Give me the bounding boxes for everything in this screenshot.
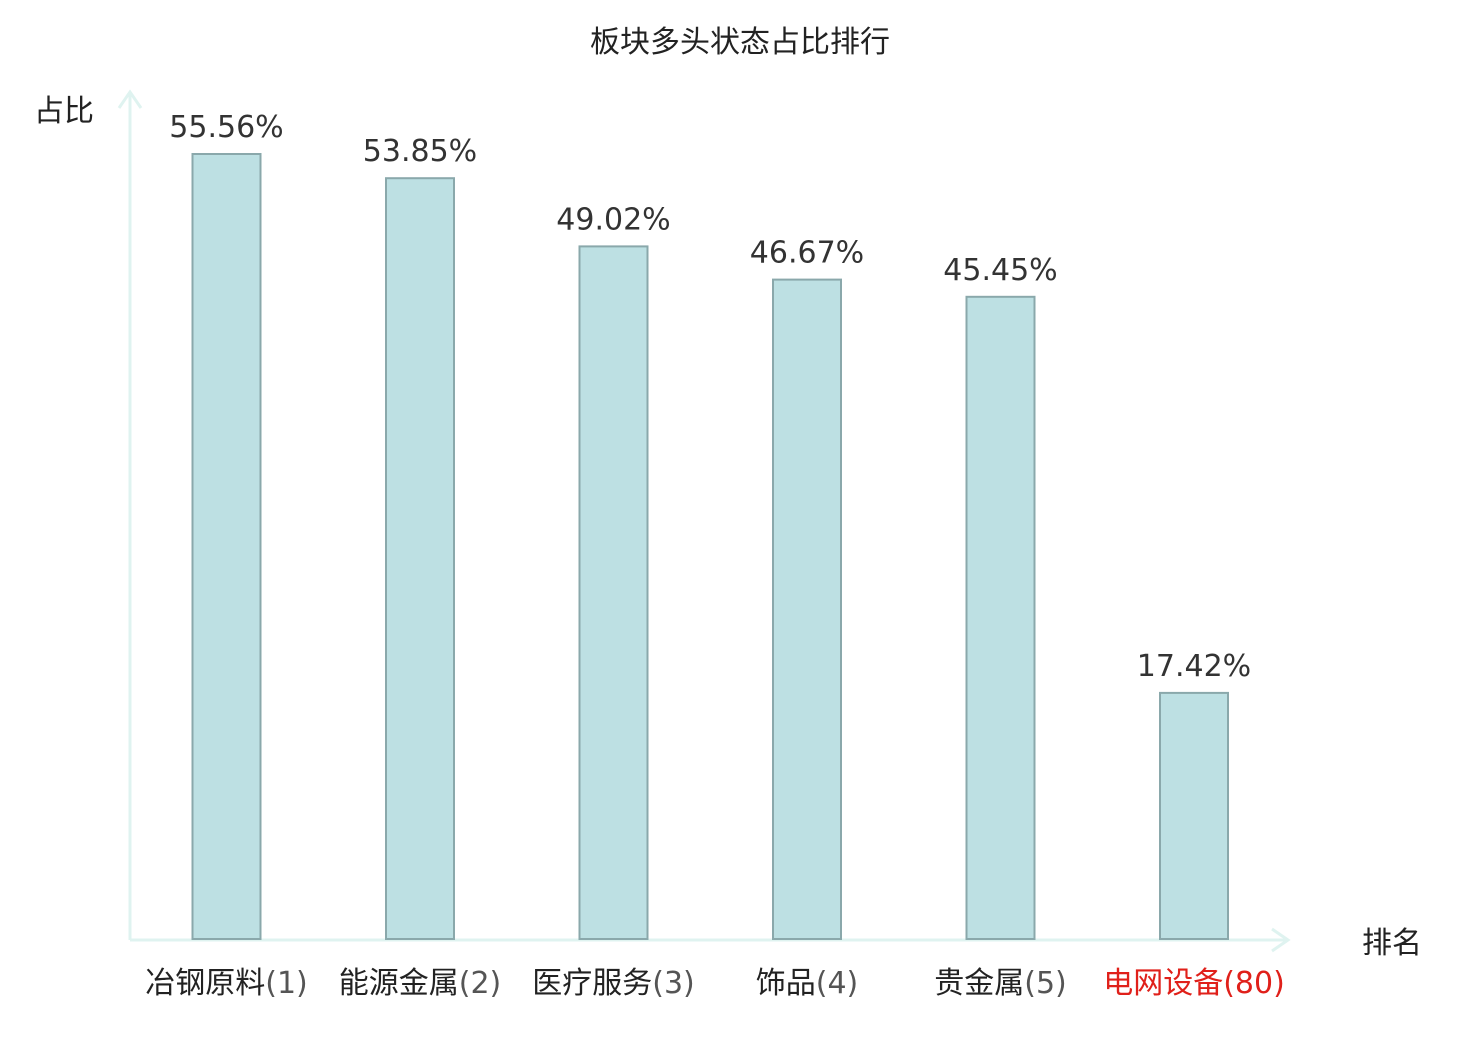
x-axis-arrow [1271, 927, 1291, 953]
category-name-1: 冶钢原料 [145, 966, 265, 1001]
value-label-1: 55.56% [169, 110, 283, 145]
bar-5 [965, 295, 1036, 940]
value-label-3: 49.02% [556, 202, 670, 237]
value-label-4: 46.67% [750, 236, 864, 271]
y-axis-arrow [117, 89, 143, 109]
category-label-3: 医疗服务(3) [532, 966, 695, 1001]
category-name-3: 医疗服务 [532, 966, 652, 1001]
category-rank-4: (4) [816, 966, 859, 1001]
category-name-5: 贵金属 [934, 966, 1024, 1001]
category-name-4: 饰品 [756, 966, 816, 1001]
category-name-2: 能源金属 [339, 966, 459, 1001]
category-rank-6: (80) [1223, 966, 1285, 1001]
bar-3 [578, 245, 649, 940]
category-rank-5: (5) [1024, 966, 1067, 1001]
category-rank-1: (1) [265, 966, 308, 1001]
category-label-5: 贵金属(5) [934, 966, 1067, 1001]
category-label-1: 冶钢原料(1) [145, 966, 308, 1001]
chart-title: 板块多头状态占比排行 [590, 25, 890, 60]
category-rank-3: (3) [652, 966, 695, 1001]
category-rank-2: (2) [459, 966, 502, 1001]
bar-4 [772, 278, 842, 941]
category-label-2: 能源金属(2) [339, 966, 502, 1001]
category-label-4: 饰品(4) [756, 966, 859, 1001]
x-axis-title: 排名 [1362, 926, 1422, 961]
bars-group: 55.56% 冶钢原料(1) 53.85% 能源金属(2) 49.02% 医疗服务(3) 4… [145, 110, 1285, 1001]
bar-1 [191, 153, 262, 940]
value-label-5: 45.45% [943, 253, 1057, 288]
category-name-6: 电网设备 [1103, 966, 1223, 1001]
bar-2 [385, 177, 455, 940]
bar-6 [1159, 691, 1229, 941]
value-label-2: 53.85% [363, 134, 477, 169]
y-axis-title: 占比 [34, 94, 94, 129]
value-label-6: 17.42% [1137, 649, 1251, 684]
category-label-6: 电网设备(80) [1103, 966, 1285, 1001]
